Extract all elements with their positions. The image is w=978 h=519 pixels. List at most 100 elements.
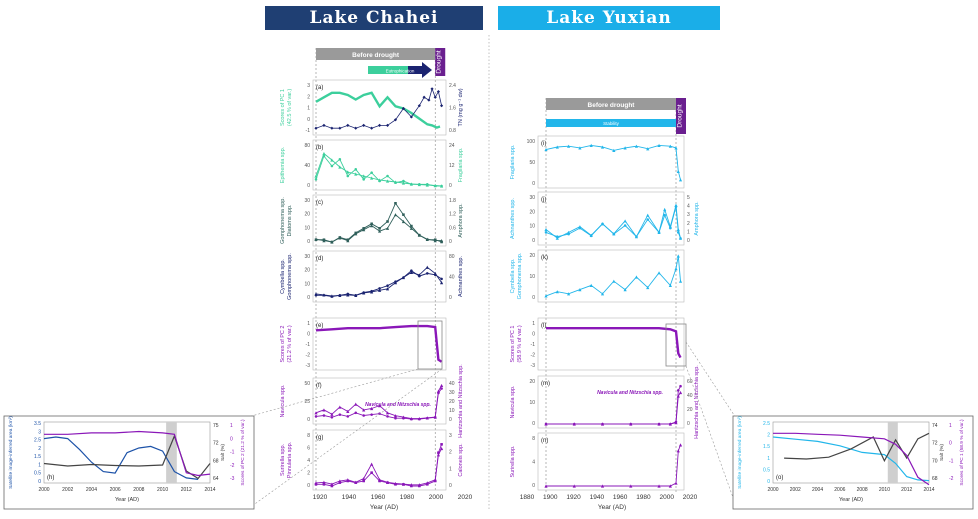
- inset-h-salt-tick-3: 64: [213, 476, 219, 482]
- yuxian-zoom-line-1: [685, 341, 737, 419]
- chahei-c-right-tick-3: 0: [449, 239, 452, 245]
- yuxian-i-series-0-point-1: [555, 145, 559, 149]
- inset-h-x-tick-4: 2008: [133, 487, 144, 493]
- chahei-a-series-1-point-10: [393, 118, 398, 122]
- yuxian-j-series-1-point-8: [635, 235, 638, 238]
- yuxian-j-series-1-point-15: [679, 237, 682, 240]
- chahei-a-series-1-point-6: [362, 123, 366, 127]
- yuxian-j-series-1-point-7: [623, 224, 627, 227]
- chahei-g-right-tick-2: 1: [449, 466, 452, 472]
- chahei-c-right-tick-2: 0.6: [449, 225, 456, 231]
- chahei-d-series-0-line: [316, 270, 442, 298]
- chahei-a-right-tick-1: 1.6: [449, 106, 456, 112]
- inset-h-left-tick-4: 1.5: [34, 454, 41, 460]
- yuxian-j-left-label: Achnanthes spp.: [510, 198, 516, 239]
- chahei-b-series-1-point-5: [354, 168, 358, 171]
- chahei-d-series-0-point-16: [440, 277, 443, 281]
- chahei-d-right-tick-1: 40: [449, 275, 455, 281]
- yuxian-j-frame: [537, 191, 685, 246]
- yuxian-stability-band: [546, 119, 676, 127]
- chahei-d-series-1-point-9: [385, 287, 390, 291]
- chahei-b-series-0-point-4: [346, 170, 350, 174]
- chahei-g-right-tick-3: 0: [449, 483, 452, 489]
- chahei-g-right-label: Caloneis spp.: [458, 443, 464, 477]
- inset-h-right-label: Salt (%): [220, 444, 226, 461]
- yuxian-k-frame: [537, 249, 685, 303]
- yuxian-m-right-tick-2: 20: [687, 407, 693, 413]
- chahei-d-series-1-point-11: [401, 275, 406, 280]
- inset-o-salt-tick-0: 74: [932, 423, 938, 429]
- chahei-f-series-0-point-4: [346, 409, 350, 413]
- chahei-d-series-1-point-5: [354, 293, 358, 298]
- chahei-g-left-tick-4: 0: [307, 483, 310, 489]
- chahei-f-series-1-point-4: [346, 415, 350, 418]
- chahei-g-series-1-point-3: [338, 481, 342, 484]
- yuxian-k-series-0-point-6: [612, 279, 616, 283]
- yuxian-l-left-tick-0: 1: [532, 321, 535, 327]
- yuxian-k-series-0-point-7: [623, 288, 627, 292]
- chahei-b-left-tick-1: 40: [304, 163, 310, 169]
- chahei-g-series-1-point-0: [314, 483, 318, 486]
- chahei-a-left-label: Scores of PC 1: [280, 89, 286, 126]
- inset-h-x-label: Year (AD): [115, 497, 139, 503]
- chahei-d-left-label: Cymbella spp.: [280, 259, 286, 294]
- chahei-b-right-label: Fragilaria spp.: [458, 147, 464, 182]
- inset-o-left-tick-0: 2.5: [763, 421, 770, 427]
- lake-chahei-title: Lake Chahei: [265, 6, 483, 30]
- inset-o-x-tick-1: 2002: [790, 487, 801, 493]
- yuxian-drought-label: Drought: [677, 104, 684, 127]
- yuxian-l-left-tick-2: -1: [531, 342, 536, 348]
- chahei-c-series-1-point-10: [394, 201, 397, 205]
- chahei-a-series-1-point-11: [401, 106, 406, 111]
- chahei-c-series-0-point-7: [370, 224, 374, 228]
- chahei-a-series-1-point-7: [370, 126, 374, 130]
- yuxian-before-drought-band: [546, 98, 676, 110]
- inset-h-x-tick-5: 2010: [157, 487, 168, 493]
- yuxian-j-right-tick-5: 0: [687, 238, 690, 244]
- chahei-e-left-label-2: (21.2 % of var.): [287, 325, 293, 362]
- yuxian-m-right-label: Hantzschia and Nitzschia spp.: [694, 365, 700, 439]
- chahei-f-left-tick-0: 50: [304, 381, 310, 387]
- chahei-a-series-1-point-5: [354, 126, 358, 130]
- inset-o-x-label: Year (AD): [839, 497, 863, 503]
- yuxian-l-letter: (l): [541, 323, 546, 329]
- inset-o-salt-tick-2: 70: [932, 458, 938, 464]
- yuxian-m-series-1-point-7: [676, 394, 680, 398]
- yuxian-drought-band: [676, 98, 686, 134]
- inset-h-salt-tick-0: 75: [213, 423, 219, 429]
- chahei-b-series-0-point-2: [330, 158, 334, 162]
- yuxian-n-left-label: Surirella spp.: [510, 445, 516, 478]
- chahei-c-series-1-point-3: [338, 236, 342, 239]
- yuxian-m-letter: (m): [541, 381, 550, 387]
- inset-o-x-tick-0: 2000: [767, 487, 778, 493]
- chahei-f-series-0-point-0: [314, 411, 318, 415]
- chahei-c-left-label: Gomphonema spp.: [280, 197, 286, 244]
- yuxian-i-series-0-point-0: [544, 147, 548, 152]
- chahei-g-series-0-point-1: [322, 480, 326, 484]
- chahei-g-series-1-point-14: [426, 483, 429, 486]
- chahei-d-left-tick-2: 10: [304, 281, 310, 287]
- inset-o-series-0-line: [772, 436, 930, 482]
- chahei-g-series-1-point-1: [322, 483, 326, 486]
- chahei-a-left-tick-3: 0: [307, 117, 310, 123]
- yuxian-m-left-tick-1: 10: [529, 400, 535, 406]
- chahei-f-series-1-point-14: [426, 416, 429, 420]
- yuxian-i-series-0-point-4: [589, 143, 593, 147]
- inset-o-left-tick-5: 0: [767, 479, 770, 485]
- chahei-e-left-tick-1: 0: [307, 332, 310, 338]
- yuxian-j-right-tick-4: 1: [687, 229, 690, 235]
- inset-o-right-label-2: Scores of PC 1 (58.9 % of var.): [959, 419, 965, 486]
- yuxian-k-series-0-point-2: [567, 292, 571, 296]
- chahei-g-left-tick-3: 2: [307, 471, 310, 477]
- yuxian-k-series-0-line: [545, 255, 681, 297]
- yuxian-l-series-0-line: [546, 327, 682, 359]
- yuxian-n-series-0-point-8: [678, 443, 683, 447]
- yuxian-k-series-0-point-10: [657, 271, 661, 275]
- yuxian-m-series-1-point-0: [544, 422, 548, 426]
- chahei-d-series-1-point-0: [314, 292, 318, 296]
- inset-h-left-tick-0: 3.5: [34, 421, 41, 427]
- yuxian-m-series-1-point-8: [678, 390, 683, 395]
- yuxian-l-left-tick-4: -3: [531, 363, 536, 369]
- chahei-d-series-0-point-8: [378, 287, 381, 290]
- chahei-a-series-1-point-14: [422, 95, 426, 99]
